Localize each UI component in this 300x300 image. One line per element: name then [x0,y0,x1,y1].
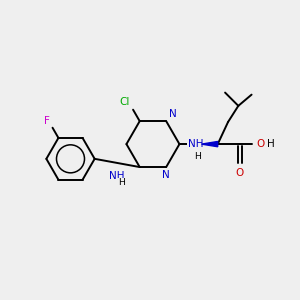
Text: H: H [194,152,200,161]
Text: Cl: Cl [119,97,130,107]
Text: N: N [169,109,176,119]
Text: O: O [236,168,244,178]
Text: O: O [256,139,264,149]
Polygon shape [202,142,218,147]
Text: H: H [118,178,125,187]
Text: H: H [267,139,274,149]
Text: NH: NH [188,139,203,149]
Text: NH: NH [110,171,125,181]
Text: F: F [44,116,50,126]
Text: N: N [162,170,170,180]
